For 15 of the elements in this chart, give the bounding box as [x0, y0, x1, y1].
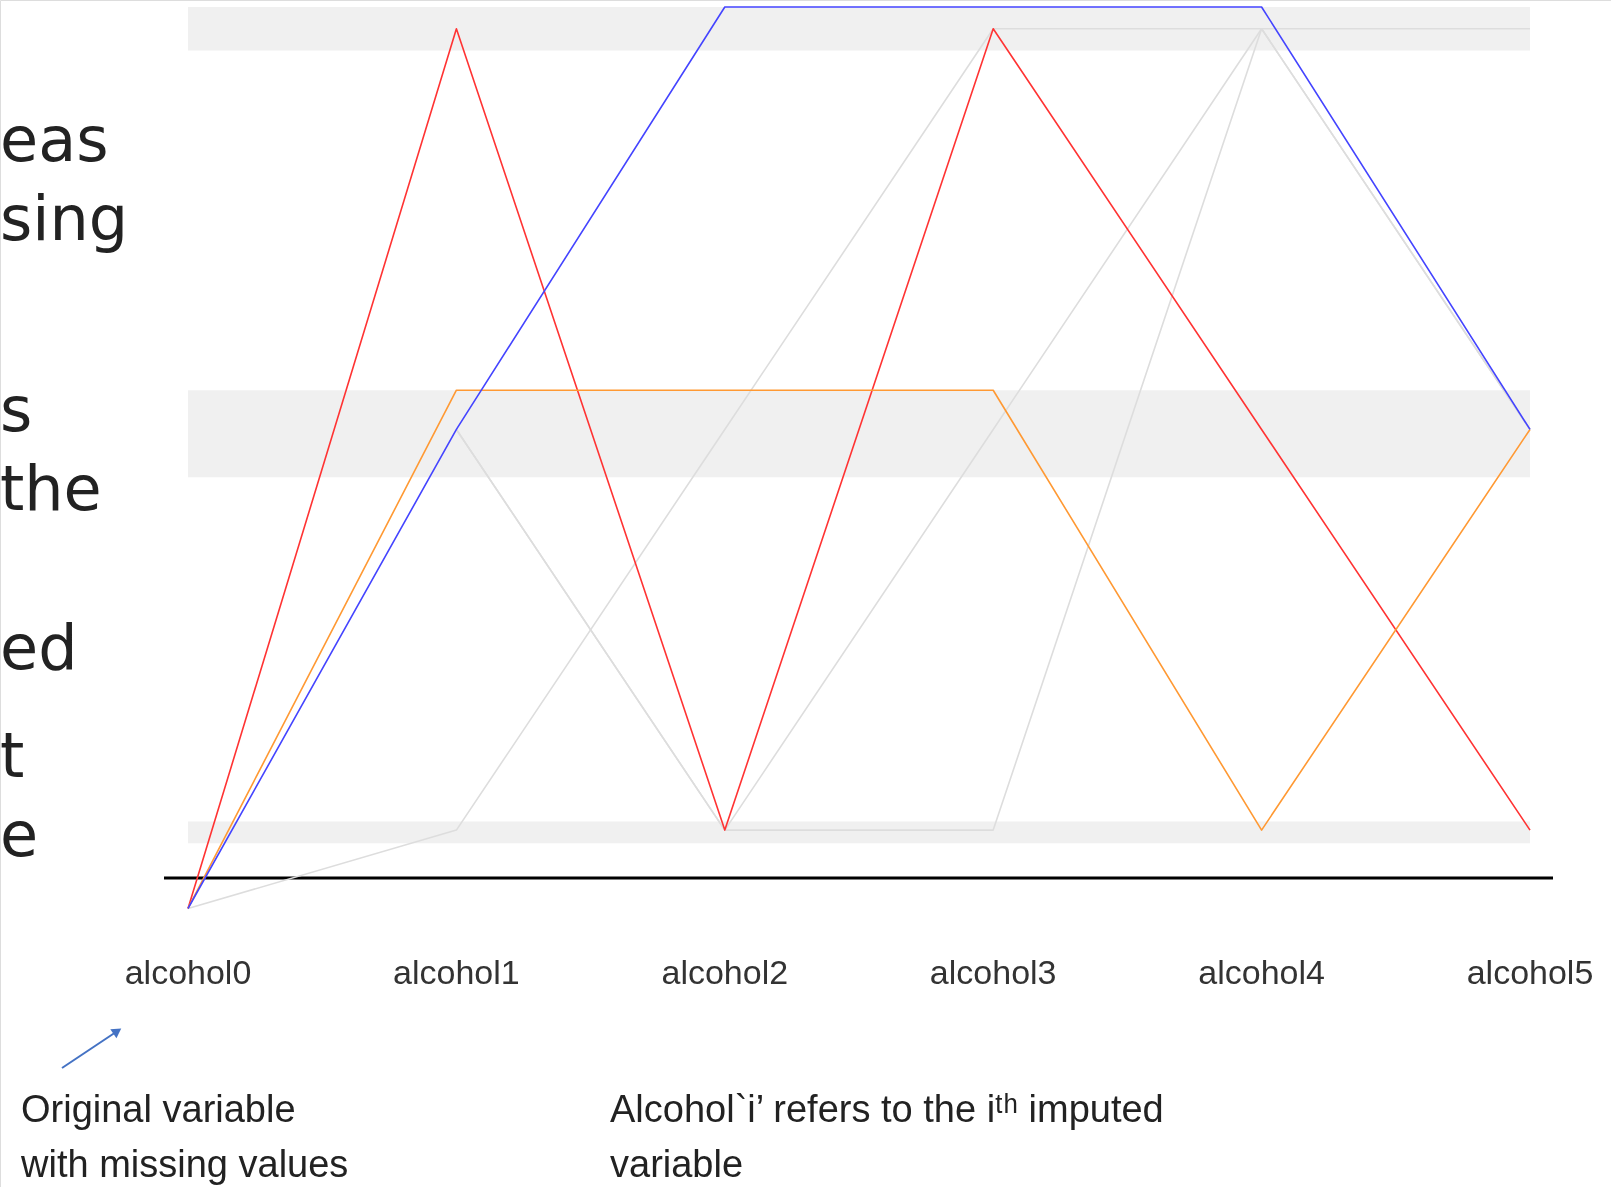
- text: ed: [0, 611, 78, 684]
- text: eas: [0, 103, 109, 176]
- text: s: [0, 373, 33, 446]
- x-tick-label: alcohol5: [1466, 953, 1594, 991]
- text: Alcohol`i’ refers to the iᵗʰ imputed variable: [610, 1088, 1164, 1186]
- x-tick-label: alcohol4: [1198, 953, 1325, 991]
- text: sing: [0, 182, 129, 255]
- text: t: [0, 719, 25, 792]
- x-tick-label: alcohol1: [393, 953, 520, 991]
- text: e: [0, 798, 39, 871]
- x-tick-label: alcohol3: [929, 953, 1057, 991]
- text: Original variable with missing values: [20, 1088, 349, 1186]
- x-tick-label: alcohol2: [661, 953, 789, 991]
- x-tick-label: alcohol0: [124, 953, 252, 991]
- text: the: [0, 452, 102, 525]
